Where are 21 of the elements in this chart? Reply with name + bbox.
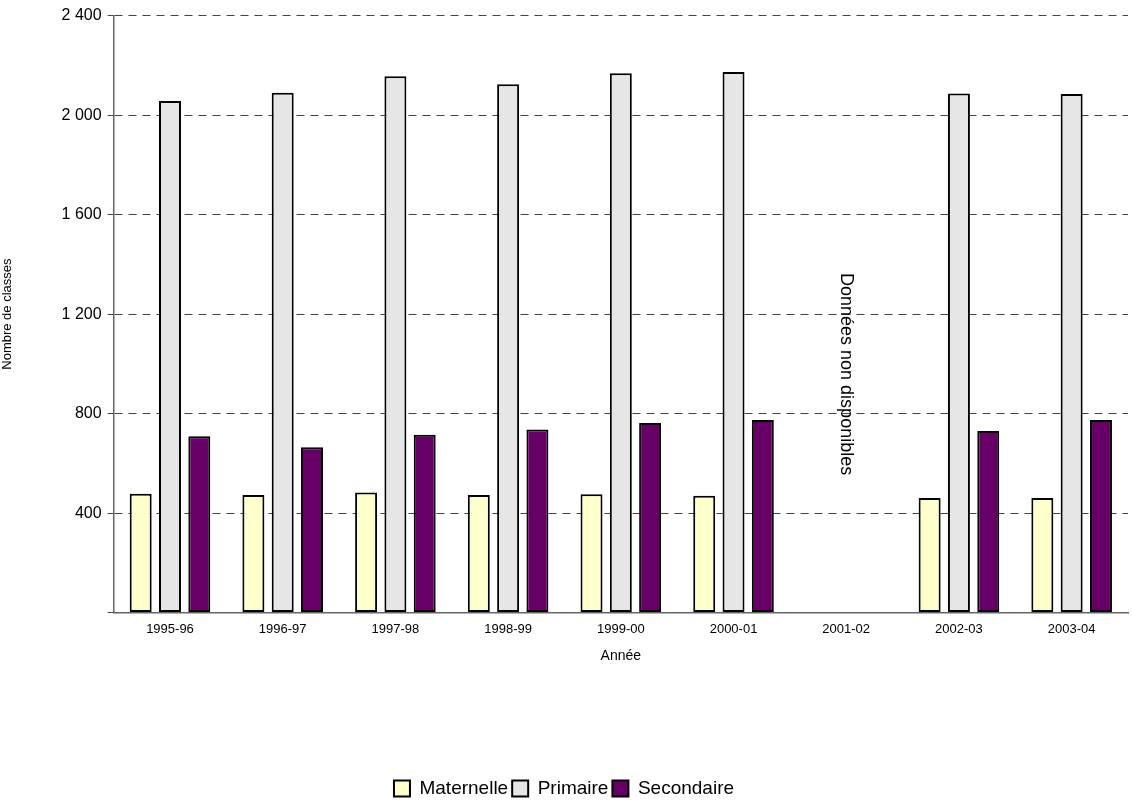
y-tick-label: 1 600 [61,205,102,223]
y-tick-label: 2 000 [61,105,102,123]
x-tick-label: 1998-99 [484,620,532,636]
legend-label: Primaire [537,776,609,798]
y-tick-label: 800 [74,404,102,422]
x-tick-label: 1999-00 [596,620,645,636]
y-tick-label: 400 [74,503,102,521]
x-tick-label: 1997-98 [371,620,420,636]
legend-label: Secondaire [637,776,735,798]
x-tick-label: 1996-97 [258,620,307,636]
y-tick-label: 1 200 [61,304,102,322]
y-axis-title: Nombre de classes [0,257,15,370]
x-tick-label: 2001-02 [822,620,871,636]
annotation: Données non disponibles [837,273,858,476]
x-tick-label: 2002-03 [935,620,983,636]
x-tick-label: 2003-04 [1047,620,1096,636]
x-tick-label: 1995-96 [146,620,194,636]
y-tick-label: 2 400 [61,6,102,24]
legend-label: Maternelle [419,776,509,798]
x-axis-title: Année [600,647,642,664]
x-tick-label: 2000-01 [709,620,758,636]
